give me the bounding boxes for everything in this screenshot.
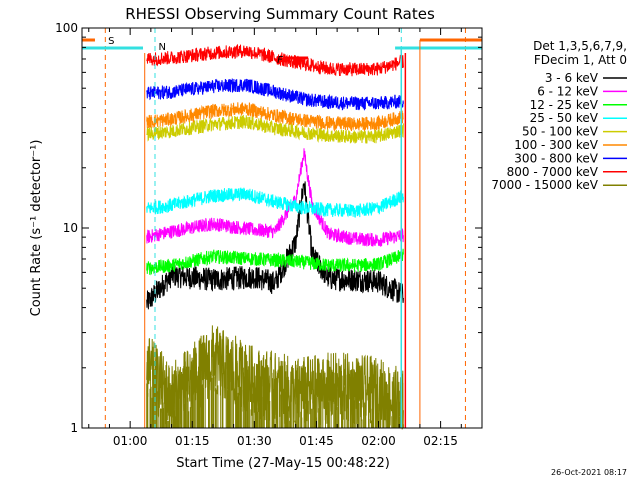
legend-item: 800 - 7000 keV <box>507 165 627 179</box>
x-tick-label: 01:45 <box>299 434 334 448</box>
series-800-7000-kev-trace <box>146 44 404 77</box>
series-line <box>146 78 404 111</box>
legend-label: 50 - 100 keV <box>522 125 599 139</box>
flag-label-f: F <box>277 55 283 66</box>
series-7000-15000-kev-trace <box>146 325 404 430</box>
series-6-12-kev-trace <box>146 148 404 247</box>
legend-label: 300 - 800 keV <box>514 151 598 165</box>
y-tick-label: 10 <box>63 221 78 235</box>
y-axis-label: Count Rate (s⁻¹ detector⁻¹) <box>29 140 44 317</box>
legend-label: 800 - 7000 keV <box>507 165 599 179</box>
timestamp: 26-Oct-2021 08:17 <box>551 468 627 477</box>
series-line <box>146 148 404 247</box>
legend-item: 100 - 300 keV <box>514 138 627 152</box>
series-25-50-kev-trace <box>146 187 404 218</box>
legend-label: 12 - 25 keV <box>530 98 599 112</box>
series-12-25-kev-trace <box>146 248 404 276</box>
series-line <box>146 248 404 276</box>
x-tick-label: 02:15 <box>423 434 458 448</box>
legend-label: 25 - 50 keV <box>530 111 599 125</box>
legend-item: 300 - 800 keV <box>514 151 627 165</box>
x-tick-label: 01:00 <box>113 434 148 448</box>
legend-header-line-1: Det 1,3,5,6,7,9, <box>533 39 627 53</box>
traces-layer <box>146 44 404 430</box>
series-line <box>146 187 404 218</box>
legend-label: 7000 - 15000 keV <box>491 178 598 192</box>
flag-label-n: N <box>158 42 165 53</box>
series-line <box>146 181 404 310</box>
legend-label: 100 - 300 keV <box>514 138 598 152</box>
y-tick-label: 100 <box>55 21 78 35</box>
flag-label-s: S <box>108 36 114 47</box>
chart-title: RHESSI Observing Summary Count Rates <box>125 5 435 23</box>
legend-item: 50 - 100 keV <box>522 125 627 139</box>
series-100-300-kev-trace <box>146 102 404 132</box>
series-bars <box>146 332 404 430</box>
legend-label: 3 - 6 keV <box>545 71 599 85</box>
x-tick-label: 02:00 <box>361 434 396 448</box>
legend-item: 7000 - 15000 keV <box>491 178 627 192</box>
y-tick-label: 1 <box>70 421 78 435</box>
markers-layer: S N F <box>82 28 482 428</box>
series-300-800-kev-trace <box>146 78 404 111</box>
legend-item: 25 - 50 keV <box>530 111 627 125</box>
legend-header-line-2: FDecim 1, Att 0 <box>534 53 627 67</box>
series-3-6-kev-trace <box>146 181 404 310</box>
legend-item: 6 - 12 keV <box>537 84 627 98</box>
series-line <box>146 44 404 77</box>
legend-label: 6 - 12 keV <box>537 84 599 98</box>
x-tick-label: 01:30 <box>237 434 272 448</box>
x-axis-label: Start Time (27-May-15 00:48:22) <box>176 456 390 471</box>
series-line <box>146 102 404 132</box>
x-tick-label: 01:15 <box>175 434 210 448</box>
legend-item: 12 - 25 keV <box>530 98 627 112</box>
axes-layer: 1 10 100 01:00 01:15 01:30 01:45 02:00 02:15 <box>55 21 483 448</box>
legend-item: 3 - 6 keV <box>545 71 627 85</box>
